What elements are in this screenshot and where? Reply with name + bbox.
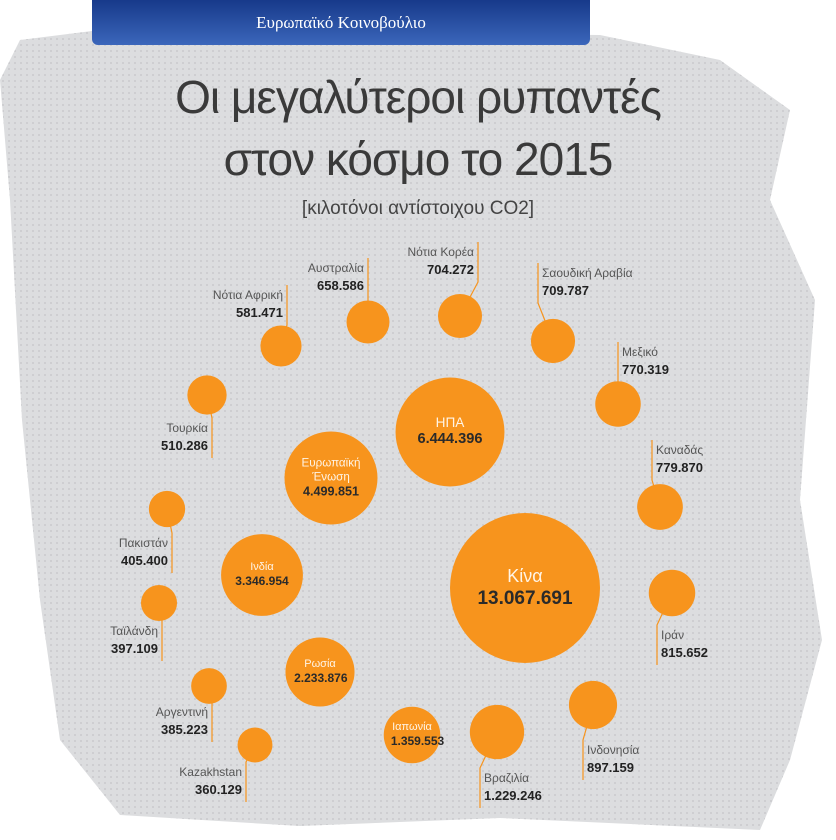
bubble [260,325,302,367]
bubble [346,300,390,344]
bubble-label: Ταϊλάνδη 397.109 [110,623,158,657]
bubble-label: Νότια Αφρική 581.471 [213,287,283,321]
bubble-label: Νότια Κορέα 704.272 [408,244,475,278]
bubble [595,381,641,427]
country-name: Σαουδική Αραβία [542,266,633,280]
country-name: Ευρωπαϊκή Ένωση [301,456,361,484]
bubble-label: Ιαπωνία 1.359.553 [390,721,445,749]
bubble-label: Ευρωπαϊκή Ένωση 4.499.851 [296,456,366,499]
bubble-label: Κίνα 13.067.691 [469,566,582,610]
bubble-label: Ιράν 815.652 [661,627,708,661]
bubble-label: Αυστραλία 658.586 [308,260,364,294]
bubble [140,584,178,622]
country-name: Ρωσία [304,658,336,671]
country-name: Αυστραλία [307,261,364,275]
value-label: 6.444.396 [417,431,483,448]
bubble [148,490,186,528]
value-label: 897.159 [587,760,634,775]
country-name: Ιαπωνία [392,721,432,734]
value-label: 397.109 [111,641,158,656]
bubble-label: Βραζιλία 1.229.246 [484,770,542,804]
bubble [191,668,227,704]
value-label: 709.787 [542,283,589,298]
country-name: Νότια Αφρική [212,288,283,302]
value-label: 2.233.876 [294,671,348,686]
chart-title: Οι μεγαλύτεροι ρυπαντές στον κόσμο το 20… [175,71,662,185]
bubble [221,534,303,616]
value-label: 658.586 [317,278,364,293]
bubble [530,318,576,364]
bubble-label: Τουρκία 510.286 [161,420,208,454]
bubble [637,484,683,530]
bubble [568,680,618,730]
bubble [237,727,273,763]
bubble [187,375,227,415]
value-label: 704.272 [427,262,474,277]
value-label: 770.319 [622,362,669,377]
bubble-label: Ινδία 3.346.954 [231,561,292,589]
bubble [285,637,355,707]
bubble [450,513,600,663]
bubble-label: Σαουδική Αραβία 709.787 [542,265,633,299]
header-title: Ευρωπαϊκό Κοινοβούλιο [92,0,590,45]
country-name: Καναδάς [656,443,704,457]
country-name: Αργεντινή [155,705,208,719]
value-label: 581.471 [236,305,283,320]
country-name: Κίνα [507,565,543,586]
value-label: 510.286 [161,438,208,453]
country-name: Kazakhstan [179,765,242,779]
country-name: Ταϊλάνδη [110,624,158,638]
country-name: ΗΠΑ [435,415,465,431]
bubble [383,706,441,764]
bubble-label: Ινδονησία 897.159 [587,742,639,776]
country-name: Ινδία [250,561,274,574]
country-name: Ιράν [661,628,685,642]
bubble [284,431,378,525]
value-label: 779.870 [656,460,703,475]
bubble-label: Πακιστάν 405.400 [119,535,168,569]
value-label: 385.223 [161,722,208,737]
bubble-label: ΗΠΑ 6.444.396 [409,415,491,449]
bubble-label: Αργεντινή 385.223 [156,704,208,738]
value-label: 1.359.553 [390,734,445,749]
bubble-label: Μεξικό 770.319 [622,344,669,378]
value-label: 3.346.954 [235,574,289,589]
country-name: Τουρκία [166,421,208,435]
country-name: Μεξικό [622,345,658,359]
value-label: 1.229.246 [484,788,542,803]
bubble [395,377,505,487]
value-label: 815.652 [661,645,708,660]
country-name: Βραζιλία [484,771,530,785]
country-name: Πακιστάν [118,536,168,550]
bubble [437,293,483,339]
bubble [648,569,696,617]
bubble-label: Ρωσία 2.233.876 [294,658,348,686]
bubble [469,704,525,760]
country-name: Νότια Κορέα [407,245,475,259]
chart-subtitle: [κιλοτόνοι αντίστοιχου CO2] [301,198,535,219]
country-name: Ινδονησία [587,743,640,757]
bubble-label: Καναδάς 779.870 [656,442,703,476]
bubble-label: Kazakhstan 360.129 [179,764,242,798]
value-label: 4.499.851 [302,484,360,499]
value-label: 13.067.691 [477,587,573,609]
value-label: 360.129 [195,782,242,797]
value-label: 405.400 [121,553,168,568]
